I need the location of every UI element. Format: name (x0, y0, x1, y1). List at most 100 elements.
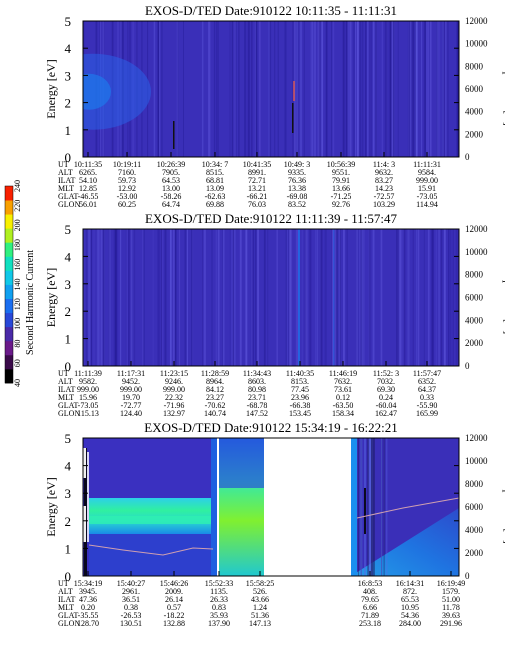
table-cell: 9632. (375, 168, 393, 177)
noise-streak (427, 229, 430, 366)
table-cell: 0.20 (81, 603, 95, 612)
noise-streak (375, 21, 377, 157)
y2-tick-label: 12000 (465, 16, 488, 26)
noise-streak (423, 21, 426, 157)
plot-frame (82, 437, 460, 577)
segment-2-top (219, 438, 264, 488)
noise-streak (346, 229, 348, 366)
noise-streak (234, 21, 237, 157)
noise-streak (250, 21, 253, 157)
noise-streak (343, 21, 345, 157)
noise-streak (427, 21, 429, 157)
vertical-enhancement (298, 229, 300, 366)
noise-streak (369, 438, 371, 576)
row-label: MLT (58, 184, 74, 193)
table-cell: 872. (403, 587, 417, 596)
noise-streak (268, 21, 270, 157)
table-cell: 153.45 (289, 409, 311, 418)
heatmap-background (83, 229, 459, 366)
noise-streak (384, 21, 386, 157)
noise-streak (392, 21, 395, 157)
table-cell: -72.77 (121, 401, 142, 410)
noise-streak (370, 21, 372, 157)
table-cell: 65.53 (401, 595, 419, 604)
y-axis-label: Energy [eV] (44, 477, 58, 536)
table-cell: 54.10 (79, 176, 97, 185)
noise-streak (229, 229, 231, 366)
table-cell: 9246. (165, 377, 183, 386)
noise-streak (157, 21, 159, 157)
table-cell: -71.25 (331, 192, 352, 201)
noise-streak (115, 229, 118, 366)
data-spike (364, 488, 366, 534)
noise-streak (373, 438, 375, 576)
noise-streak (90, 229, 92, 366)
table-cell: 79.91 (332, 176, 350, 185)
table-cell: 0.24 (379, 393, 393, 402)
table-cell: 11.78 (442, 603, 460, 612)
row-label: GLAT (58, 611, 79, 620)
noise-streak (187, 229, 188, 366)
data-spike (83, 506, 86, 542)
noise-streak (127, 229, 130, 366)
row-label: UT (58, 160, 69, 169)
data-spike (292, 103, 294, 133)
y2-tick-label: 6000 (465, 293, 484, 303)
table-cell: 23.96 (291, 393, 309, 402)
noise-streak (372, 438, 373, 576)
noise-streak (157, 229, 159, 366)
noise-streak (320, 21, 323, 157)
noise-streak (372, 229, 375, 366)
table-cell: 13.00 (162, 184, 180, 193)
noise-streak (202, 229, 203, 366)
heatmap-plot (83, 21, 459, 157)
table-cell: 73.61 (334, 385, 352, 394)
y-tick-label: 1 (65, 541, 72, 556)
noise-streak (375, 21, 377, 157)
table-cell: 51.00 (442, 595, 460, 604)
colorbar-frame (4, 185, 14, 384)
noise-streak (416, 229, 417, 366)
noise-streak (176, 21, 179, 157)
noise-streak (336, 229, 338, 366)
table-cell: 26.14 (165, 595, 183, 604)
noise-streak (410, 21, 412, 157)
y-axis-label: Energy [eV] (44, 59, 58, 118)
noise-streak (247, 21, 250, 157)
noise-streak (429, 21, 431, 157)
colorbar-segment (5, 256, 13, 271)
noise-streak (315, 229, 317, 366)
noise-streak (444, 229, 446, 366)
table-cell: 999.00 (120, 385, 142, 394)
noise-streak (159, 21, 161, 157)
noise-streak (372, 21, 375, 157)
noise-streak (346, 21, 348, 157)
table-cell: 10.95 (401, 603, 419, 612)
table-cell: 7032. (377, 377, 395, 386)
y-tick-label: 2 (65, 304, 72, 319)
table-cell: 69.30 (377, 385, 395, 394)
colorbar-segment (5, 312, 13, 328)
noise-streak (368, 229, 371, 366)
table-cell: 47.36 (79, 595, 97, 604)
noise-streak (326, 21, 328, 157)
low-energy-core (83, 73, 111, 110)
noise-streak (239, 229, 242, 366)
panel-2: EXOS-D/TED Date:910122 11:11:39 - 11:57:… (44, 211, 505, 418)
noise-streak (86, 229, 88, 366)
y-tick-label: 3 (65, 277, 72, 292)
table-cell: 8153. (291, 377, 309, 386)
noise-streak (160, 229, 162, 366)
noise-streak (108, 229, 110, 366)
noise-streak (184, 229, 187, 366)
noise-streak (157, 21, 160, 157)
table-cell: 999.00 (77, 385, 99, 394)
noise-streak (102, 229, 105, 366)
y2-tick-label: 10000 (465, 39, 488, 49)
noise-streak (431, 229, 434, 366)
noise-streak (108, 229, 111, 366)
y-tick-label: 0 (65, 150, 72, 165)
noise-streak (343, 229, 345, 366)
y-tick-label: 5 (65, 222, 72, 237)
noise-streak (361, 438, 363, 576)
